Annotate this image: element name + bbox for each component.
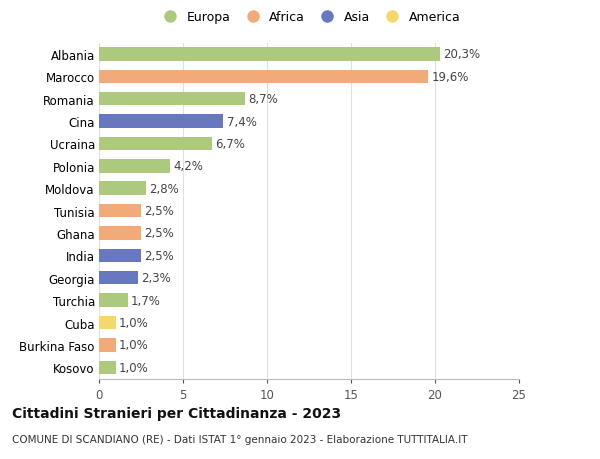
Bar xyxy=(99,48,440,62)
Bar xyxy=(99,204,141,218)
Legend: Europa, Africa, Asia, America: Europa, Africa, Asia, America xyxy=(158,11,460,24)
Bar xyxy=(99,249,141,263)
Bar xyxy=(99,182,146,196)
Text: 8,7%: 8,7% xyxy=(248,93,278,106)
Bar xyxy=(99,137,212,151)
Text: COMUNE DI SCANDIANO (RE) - Dati ISTAT 1° gennaio 2023 - Elaborazione TUTTITALIA.: COMUNE DI SCANDIANO (RE) - Dati ISTAT 1°… xyxy=(12,434,467,444)
Text: Cittadini Stranieri per Cittadinanza - 2023: Cittadini Stranieri per Cittadinanza - 2… xyxy=(12,406,341,420)
Text: 2,5%: 2,5% xyxy=(145,249,174,262)
Text: 1,7%: 1,7% xyxy=(131,294,161,307)
Bar xyxy=(99,70,428,84)
Bar xyxy=(99,361,116,374)
Bar xyxy=(99,294,128,307)
Text: 1,0%: 1,0% xyxy=(119,316,149,329)
Bar xyxy=(99,227,141,240)
Text: 2,3%: 2,3% xyxy=(141,272,171,285)
Text: 20,3%: 20,3% xyxy=(443,48,481,61)
Text: 7,4%: 7,4% xyxy=(227,115,257,128)
Text: 4,2%: 4,2% xyxy=(173,160,203,173)
Bar xyxy=(99,338,116,352)
Text: 2,8%: 2,8% xyxy=(149,182,179,195)
Text: 1,0%: 1,0% xyxy=(119,361,149,374)
Text: 19,6%: 19,6% xyxy=(431,71,469,84)
Text: 6,7%: 6,7% xyxy=(215,138,245,151)
Bar xyxy=(99,271,137,285)
Bar xyxy=(99,93,245,106)
Bar xyxy=(99,160,170,173)
Text: 1,0%: 1,0% xyxy=(119,339,149,352)
Text: 2,5%: 2,5% xyxy=(145,205,174,218)
Bar xyxy=(99,316,116,330)
Bar xyxy=(99,115,223,129)
Text: 2,5%: 2,5% xyxy=(145,227,174,240)
